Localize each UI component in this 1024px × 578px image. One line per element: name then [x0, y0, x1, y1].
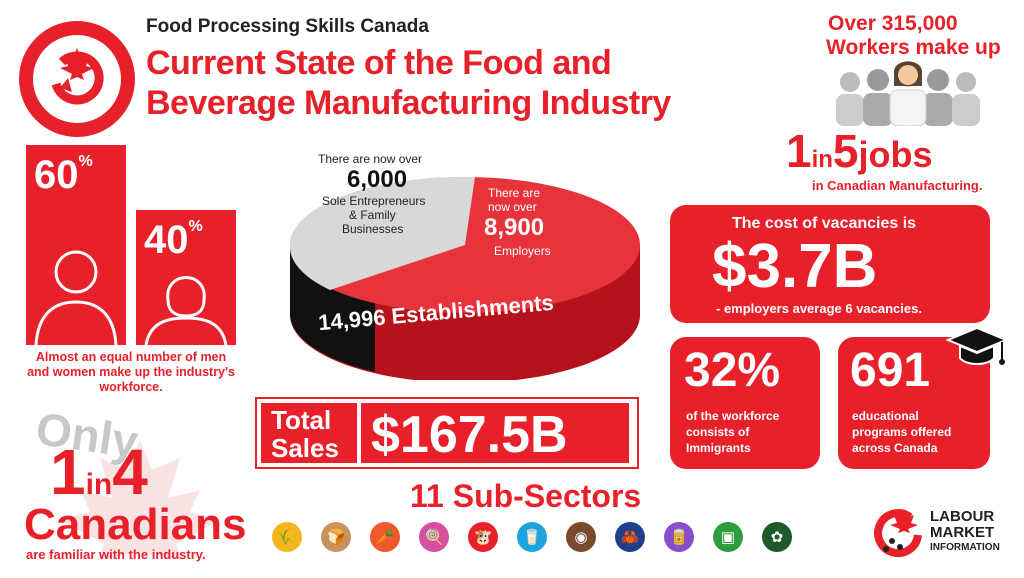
- sales-label1: Total: [271, 405, 332, 435]
- subsector-icons-row: 🌾 🍞 🥕 🍭 🐮 🥛 ◉ 🦀 🥫 ▣ ✿: [272, 520, 812, 556]
- maple-leaf-watermark-icon: [40, 440, 240, 578]
- only-one: 1: [50, 436, 86, 508]
- women-bar: 40%: [136, 210, 236, 345]
- pie-gray-value: 6,000: [347, 166, 408, 193]
- graduation-cap-icon: [945, 326, 1009, 375]
- vacancies-caption: - employers average 6 vacancies.: [716, 301, 922, 316]
- men-percent: 60: [34, 153, 79, 197]
- immigrants-caption1: of the workforce: [686, 409, 780, 423]
- workers-one: 1: [786, 125, 812, 177]
- pie-gray-label1: There are now over: [318, 152, 423, 166]
- programs-value: 691: [850, 344, 931, 397]
- grain-icon: 🌾: [272, 522, 302, 552]
- confectionery-icon: 🍭: [419, 522, 449, 552]
- cannabis-icon: ✿: [762, 522, 792, 552]
- canadians-caption: are familiar with the industry.: [26, 547, 206, 562]
- canadians-word: Canadians: [24, 500, 247, 549]
- workers-group-icon: [828, 58, 988, 127]
- vacancies-value: $3.7B: [712, 232, 878, 301]
- lmi-line3: INFORMATION: [930, 542, 1000, 553]
- pie-gray-label2: Sole Entrepreneurs: [322, 194, 426, 208]
- bakery-icon: 🍞: [321, 522, 351, 552]
- vegetable-icon: 🥕: [370, 522, 400, 552]
- pie-gray-label3: & Family: [349, 208, 396, 222]
- sales-label2: Sales: [271, 433, 339, 463]
- gender-caption: Almost an equal number of men and women …: [27, 350, 235, 394]
- only-in: in: [85, 468, 113, 501]
- immigrants-card: 32% of the workforce consists of Immigra…: [670, 337, 820, 469]
- lmi-logo-icon: [870, 505, 928, 568]
- programs-card: 691 educational programs offered across …: [838, 337, 990, 469]
- men-bar: 60%: [26, 145, 126, 345]
- immigrants-value: 32%: [684, 344, 781, 397]
- workers-caption: in Canadian Manufacturing.: [812, 178, 983, 193]
- programs-caption1: educational: [852, 409, 919, 423]
- beverage-icon: 🥫: [664, 522, 694, 552]
- meat-icon: 🐮: [468, 522, 498, 552]
- vacancies-card: The cost of vacancies is $3.7B - employe…: [670, 205, 990, 323]
- dairy-icon: 🥛: [517, 522, 547, 552]
- sales-box: Total Sales $167.5B: [255, 397, 639, 469]
- other-food-icon: ◉: [566, 522, 596, 552]
- women-percent-unit: %: [188, 218, 203, 235]
- pie-gray-label4: Businesses: [342, 222, 404, 236]
- workers-line1: Over 315,000: [828, 12, 958, 35]
- packaging-icon: ▣: [713, 522, 743, 552]
- workers-in: in: [811, 146, 833, 173]
- subsectors-title: 11 Sub-Sectors: [410, 478, 642, 514]
- man-silhouette-icon: [34, 250, 118, 345]
- women-percent: 40: [144, 218, 189, 262]
- lmi-line2: MARKET: [930, 524, 995, 541]
- workers-jobs: jobs: [858, 134, 933, 175]
- sales-value: $167.5B: [371, 406, 568, 464]
- workers-five: 5: [832, 125, 859, 177]
- woman-silhouette-icon: [144, 276, 228, 345]
- only-four: 4: [112, 436, 148, 508]
- pie-red-label1: There are: [488, 186, 541, 200]
- page-title-line2: Beverage Manufacturing Industry: [146, 84, 671, 122]
- lmi-line1: LABOUR: [930, 508, 995, 525]
- workers-line2: Workers make up: [826, 36, 1001, 59]
- men-percent-unit: %: [78, 153, 93, 170]
- pie-red-label2: now over: [488, 200, 537, 214]
- immigrants-caption3: Immigrants: [686, 441, 751, 455]
- pie-red-value: 8,900: [484, 214, 545, 241]
- programs-caption2: programs offered: [852, 425, 952, 439]
- immigrants-caption2: consists of: [686, 425, 750, 439]
- establishments-pie: [285, 140, 645, 383]
- pie-red-label3: Employers: [494, 244, 551, 258]
- page-title-line1: Current State of the Food and: [146, 44, 612, 82]
- vacancies-label: The cost of vacancies is: [732, 215, 917, 232]
- fpsc-logo: [16, 18, 138, 140]
- seafood-icon: 🦀: [615, 522, 645, 552]
- programs-caption3: across Canada: [852, 441, 938, 455]
- org-name: Food Processing Skills Canada: [146, 16, 429, 37]
